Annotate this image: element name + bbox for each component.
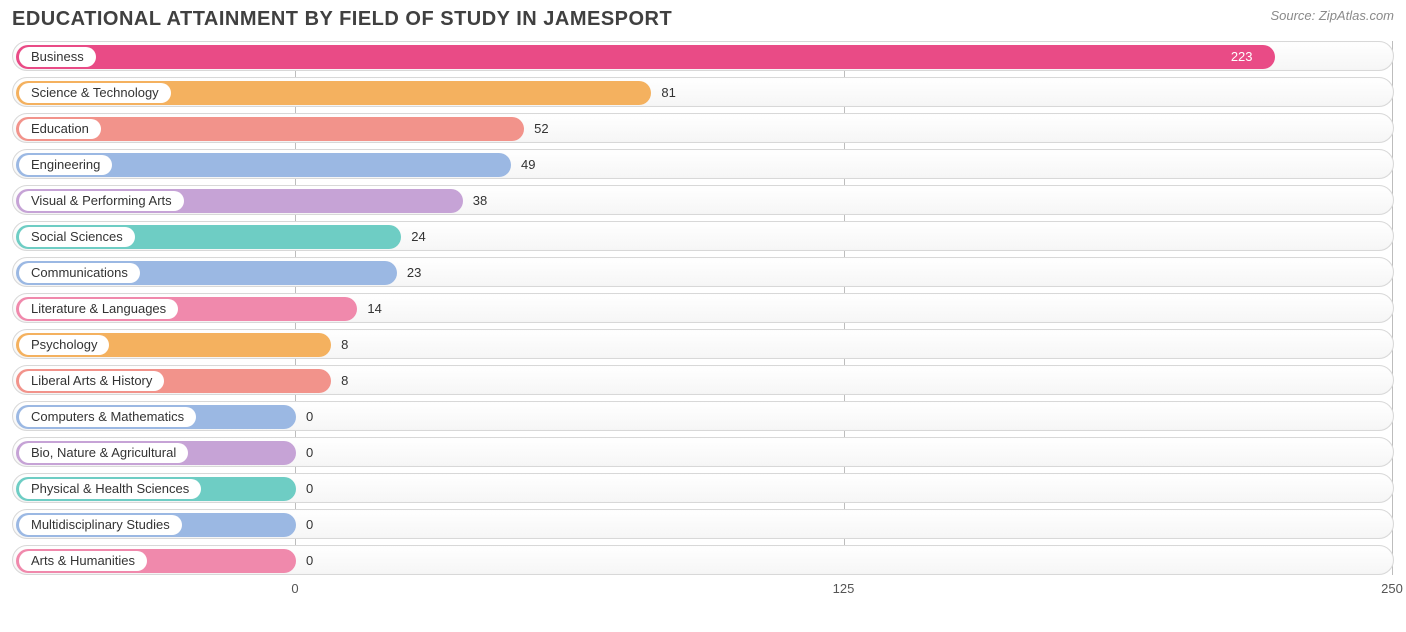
bar-label: Computers & Mathematics: [19, 407, 196, 427]
bar-value: 0: [306, 546, 313, 576]
bar-label: Social Sciences: [19, 227, 135, 247]
bar-row: Business 223: [12, 41, 1394, 71]
bar-row: Visual & Performing Arts 38: [12, 185, 1394, 215]
bar-label: Psychology: [19, 335, 109, 355]
bar-value: 49: [521, 150, 535, 180]
bar-value: 8: [341, 366, 348, 396]
bar-label: Communications: [19, 263, 140, 283]
bar-value: 0: [306, 438, 313, 468]
bar-row: Engineering 49: [12, 149, 1394, 179]
chart-area: Business 223 Science & Technology 81 Educati…: [12, 41, 1394, 603]
bar-row: Social Sciences 24: [12, 221, 1394, 251]
bar-row: Multidisciplinary Studies 0: [12, 509, 1394, 539]
bar-label: Engineering: [19, 155, 112, 175]
bar-value: 0: [306, 402, 313, 432]
bar-label: Physical & Health Sciences: [19, 479, 201, 499]
bar-value: 0: [306, 474, 313, 504]
bar-value: 8: [341, 330, 348, 360]
bar-label: Liberal Arts & History: [19, 371, 164, 391]
bar-row: Arts & Humanities 0: [12, 545, 1394, 575]
bar-row: Liberal Arts & History 8: [12, 365, 1394, 395]
bar-row: Education 52: [12, 113, 1394, 143]
bar-label: Education: [19, 119, 101, 139]
chart-source: Source: ZipAtlas.com: [1270, 8, 1394, 23]
chart-header: EDUCATIONAL ATTAINMENT BY FIELD OF STUDY…: [12, 8, 1394, 31]
bar-value: 223: [1231, 42, 1253, 72]
bar-label: Visual & Performing Arts: [19, 191, 184, 211]
bar-value: 81: [661, 78, 675, 108]
axis-tick-label: 250: [1381, 581, 1403, 596]
bar-row: Computers & Mathematics 0: [12, 401, 1394, 431]
bar-label: Business: [19, 47, 96, 67]
bar-value: 23: [407, 258, 421, 288]
bar-rows: Business 223 Science & Technology 81 Educati…: [12, 41, 1394, 575]
bar-value: 38: [473, 186, 487, 216]
bar-label: Literature & Languages: [19, 299, 178, 319]
bar-row: Literature & Languages 14: [12, 293, 1394, 323]
bar-value: 14: [367, 294, 381, 324]
bar-label: Arts & Humanities: [19, 551, 147, 571]
bar-value: 52: [534, 114, 548, 144]
bar-row: Bio, Nature & Agricultural 0: [12, 437, 1394, 467]
bar-row: Communications 23: [12, 257, 1394, 287]
axis-tick-label: 0: [291, 581, 298, 596]
x-axis: 0125250: [12, 581, 1394, 603]
bar-row: Science & Technology 81: [12, 77, 1394, 107]
chart-title: EDUCATIONAL ATTAINMENT BY FIELD OF STUDY…: [12, 8, 672, 31]
bar-label: Science & Technology: [19, 83, 171, 103]
axis-tick-label: 125: [833, 581, 855, 596]
bar-fill: [16, 45, 1275, 69]
bar-value: 24: [411, 222, 425, 252]
bar-row: Physical & Health Sciences 0: [12, 473, 1394, 503]
bar-label: Bio, Nature & Agricultural: [19, 443, 188, 463]
bar-row: Psychology 8: [12, 329, 1394, 359]
bar-label: Multidisciplinary Studies: [19, 515, 182, 535]
bar-value: 0: [306, 510, 313, 540]
